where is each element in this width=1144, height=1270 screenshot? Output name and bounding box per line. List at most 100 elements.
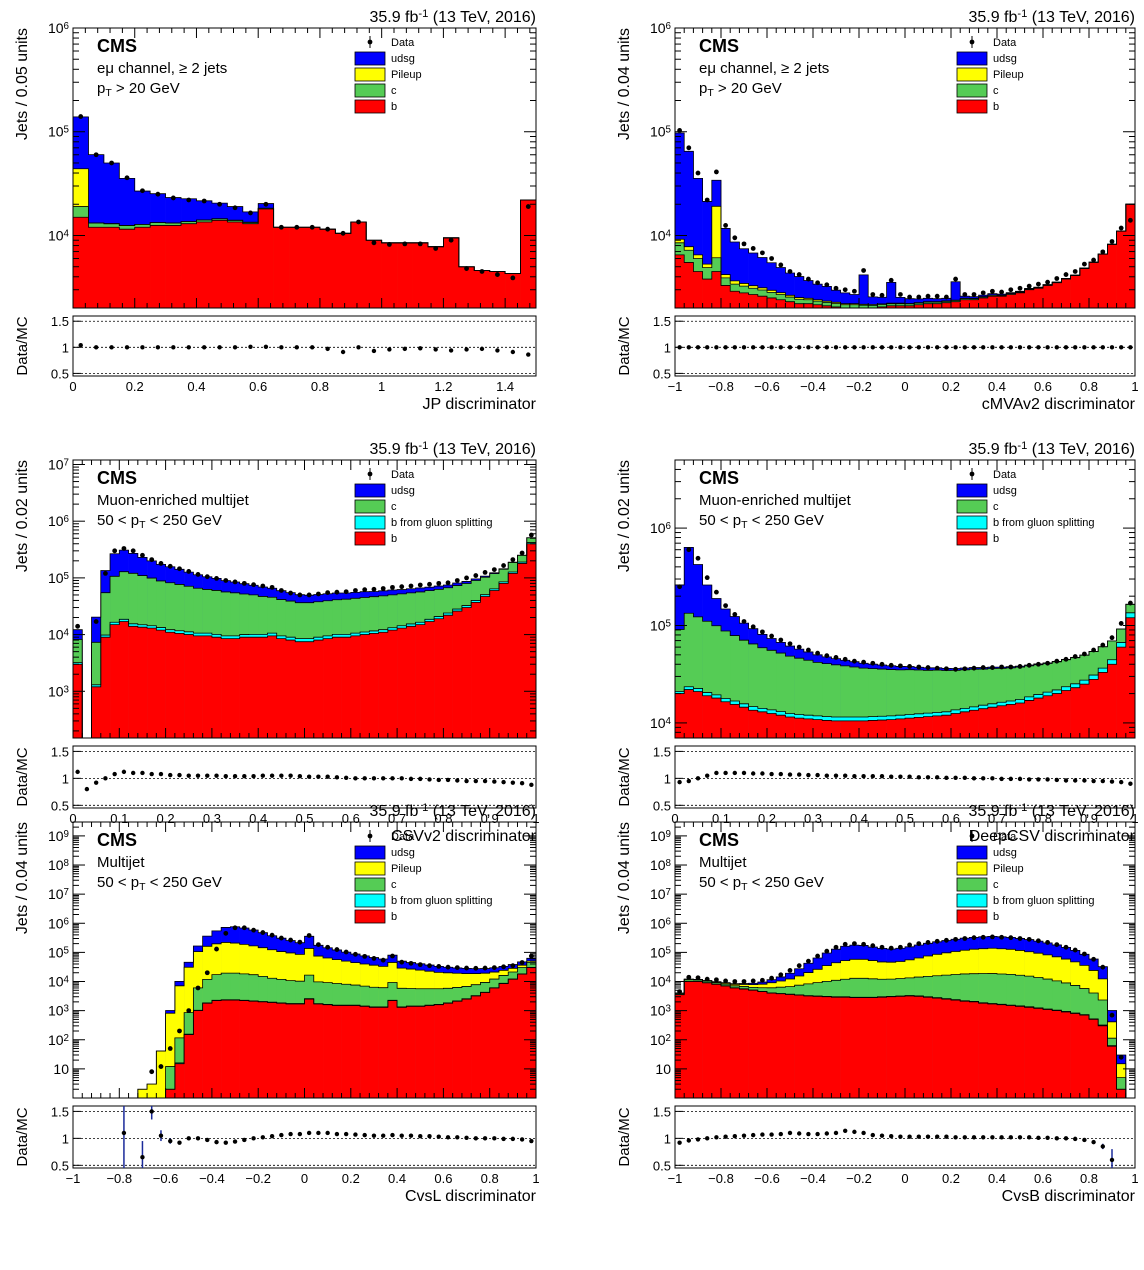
legend-label: Data bbox=[993, 831, 1017, 843]
x-tick-label: 0.2 bbox=[942, 1171, 960, 1186]
bar-b-9 bbox=[757, 711, 768, 738]
data-point bbox=[999, 934, 1004, 940]
ratio-point bbox=[343, 775, 349, 781]
bar-b-38 bbox=[424, 621, 435, 738]
bar-b-6 bbox=[730, 291, 740, 308]
x-tick-label: −0.8 bbox=[708, 1171, 734, 1186]
ratio-point bbox=[879, 345, 885, 350]
data-point bbox=[842, 287, 848, 293]
data-point bbox=[482, 569, 488, 575]
bar-b-34 bbox=[987, 707, 998, 738]
y-axis-title: Jets / 0.04 units bbox=[616, 822, 633, 934]
bar-b-5 bbox=[721, 701, 731, 738]
ratio-point bbox=[925, 1134, 931, 1139]
data-point bbox=[870, 660, 876, 666]
bar-b-43 bbox=[471, 602, 481, 738]
ratio-point bbox=[427, 777, 432, 782]
legend-label: Pileup bbox=[391, 69, 422, 81]
ratio-point bbox=[751, 771, 756, 776]
ratio-point bbox=[1036, 777, 1041, 782]
ratio-point bbox=[260, 1135, 266, 1140]
bar-udsg-7 bbox=[739, 248, 749, 308]
data-point bbox=[402, 241, 408, 247]
data-point bbox=[888, 277, 894, 283]
y-tick-label: 104 bbox=[48, 974, 70, 990]
bar-b-28 bbox=[932, 303, 943, 308]
bar-b-3 bbox=[119, 229, 136, 308]
ratio-point bbox=[916, 1134, 921, 1139]
bar-b-35 bbox=[997, 705, 1007, 738]
bar-b-8 bbox=[748, 710, 759, 738]
data-point bbox=[167, 1046, 173, 1051]
legend-swatch-Pileup bbox=[354, 67, 386, 82]
ratio-point bbox=[962, 345, 967, 350]
bar-c-29 bbox=[941, 670, 952, 738]
ratio-point bbox=[310, 345, 315, 350]
data-point bbox=[842, 656, 848, 662]
ratio-point bbox=[1109, 345, 1115, 350]
data-point bbox=[112, 548, 118, 554]
ratio-point bbox=[427, 1133, 432, 1139]
x-tick-label: −0.2 bbox=[245, 1171, 271, 1186]
y-tick-label: 10 bbox=[53, 1061, 69, 1077]
legend-swatch-b bbox=[956, 99, 988, 114]
data-point bbox=[223, 930, 229, 936]
data-point bbox=[501, 563, 506, 568]
data-point bbox=[260, 583, 266, 589]
data-point bbox=[824, 653, 830, 659]
data-point bbox=[714, 977, 719, 983]
region-label: Multijet bbox=[97, 854, 145, 871]
data-point bbox=[356, 219, 361, 225]
ratio-point bbox=[1027, 1135, 1032, 1140]
ratio-point bbox=[705, 773, 710, 778]
bar-c-14 bbox=[803, 660, 814, 738]
ratio-point bbox=[418, 1133, 423, 1139]
bar-b-17 bbox=[831, 720, 841, 738]
ratio-point bbox=[999, 1135, 1004, 1140]
x-tick-label: 0 bbox=[671, 811, 678, 826]
bar-b-21 bbox=[868, 720, 878, 738]
ratio-tick-label: 0.5 bbox=[51, 1158, 69, 1173]
data-point bbox=[723, 603, 728, 609]
ratio-tick-label: 1.5 bbox=[51, 314, 69, 329]
bar-b-49 bbox=[1125, 204, 1135, 308]
data-point bbox=[334, 589, 340, 595]
ratio-point bbox=[353, 1132, 358, 1137]
y-tick-label: 102 bbox=[650, 1032, 671, 1048]
data-point bbox=[1017, 664, 1023, 669]
data-point bbox=[325, 226, 331, 232]
ratio-point bbox=[999, 776, 1004, 782]
ratio-point bbox=[362, 1132, 367, 1138]
ratio-point bbox=[677, 1140, 682, 1145]
x-tick-label: 0.6 bbox=[249, 379, 267, 394]
bar-b-24 bbox=[895, 305, 906, 308]
legend-label: b from gluon splitting bbox=[993, 895, 1095, 907]
bar-b-8 bbox=[748, 294, 759, 308]
bar-udsg-2 bbox=[693, 178, 703, 308]
ratio-point bbox=[306, 1130, 312, 1136]
x-tick-label: 1.2 bbox=[434, 379, 452, 394]
ratio-point bbox=[158, 1133, 164, 1138]
y-tick-label: 104 bbox=[650, 227, 672, 243]
legend-marker-data bbox=[969, 833, 975, 839]
ratio-point bbox=[824, 1131, 829, 1136]
region-label: Multijet bbox=[699, 854, 747, 871]
ratio-point bbox=[962, 775, 967, 781]
bar-b-13 bbox=[794, 995, 805, 1098]
ratio-point bbox=[288, 773, 293, 778]
ratio-tick-label: 0.5 bbox=[51, 798, 69, 813]
ratio-point bbox=[495, 348, 500, 353]
ratio-point bbox=[778, 1131, 783, 1137]
region-label: 50 < pT < 250 GeV bbox=[97, 512, 222, 531]
legend-swatch-b-from-gluon-splitting bbox=[354, 893, 386, 908]
x-tick-label: 0.4 bbox=[988, 379, 1006, 394]
lumi-label: 35.9 fb-1 (13 TeV, 2016) bbox=[369, 440, 536, 458]
legend-marker-data bbox=[367, 39, 373, 45]
bar-b-37 bbox=[1015, 1006, 1025, 1098]
data-point bbox=[288, 590, 294, 596]
legend-label: b from gluon splitting bbox=[391, 895, 493, 907]
ratio-tick-label: 0.5 bbox=[653, 798, 671, 813]
ratio-point bbox=[260, 773, 266, 778]
data-point bbox=[417, 582, 423, 588]
bar-b-22 bbox=[412, 242, 429, 308]
